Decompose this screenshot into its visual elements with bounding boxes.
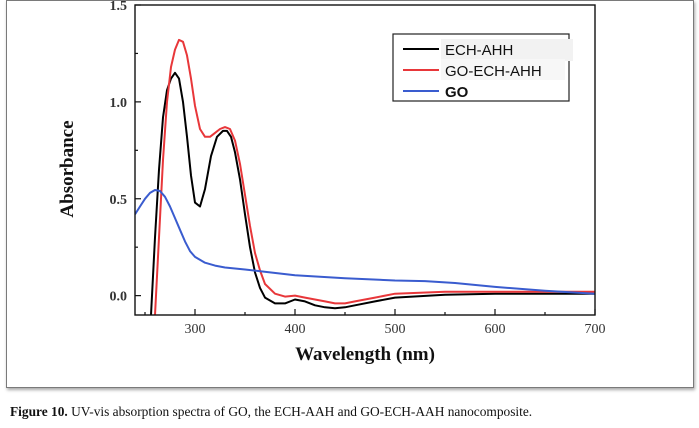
y-tick-label: 0.0 — [110, 290, 128, 305]
y-tick-label: 0.5 — [110, 193, 128, 208]
x-tick-label: 400 — [285, 322, 306, 337]
x-tick-label: 500 — [385, 322, 406, 337]
chart-legend: ECH-AHH GO-ECH-AHH GO — [392, 33, 573, 102]
legend-highlight-1 — [441, 39, 573, 61]
y-tick-label: 1.5 — [110, 1, 128, 14]
legend-label-go: GO — [445, 84, 469, 101]
figure-caption-text: UV-vis absorption spectra of GO, the ECH… — [67, 404, 533, 419]
series-line-ech-ahh — [150, 71, 595, 315]
x-tick-label: 600 — [485, 322, 506, 337]
figure-caption-label: Figure 10. — [10, 404, 68, 419]
legend-highlight-2 — [441, 59, 565, 80]
plot-frame — [134, 4, 596, 316]
x-tick-label: 300 — [185, 322, 206, 337]
uv-vis-chart: 300 400 500 600 700 0.0 0.5 1.0 1.5 Absorbance W… — [57, 1, 606, 365]
legend-label-ech-ahh: ECH-AHH — [445, 42, 513, 59]
x-tick-label: 700 — [585, 322, 606, 337]
y-axis-label: Absorbance — [57, 120, 78, 217]
figure-frame: 300 400 500 600 700 0.0 0.5 1.0 1.5 Absorbance W… — [6, 0, 694, 388]
legend-label-go-ech-ahh: GO-ECH-AHH — [445, 63, 542, 80]
x-axis-label: Wavelength (nm) — [295, 344, 435, 365]
series-line-go — [135, 189, 595, 295]
series-line-go-ech-ahh — [154, 38, 595, 315]
y-tick-label: 1.0 — [110, 96, 128, 111]
figure-caption: Figure 10. UV-vis absorption spectra of … — [10, 404, 532, 420]
